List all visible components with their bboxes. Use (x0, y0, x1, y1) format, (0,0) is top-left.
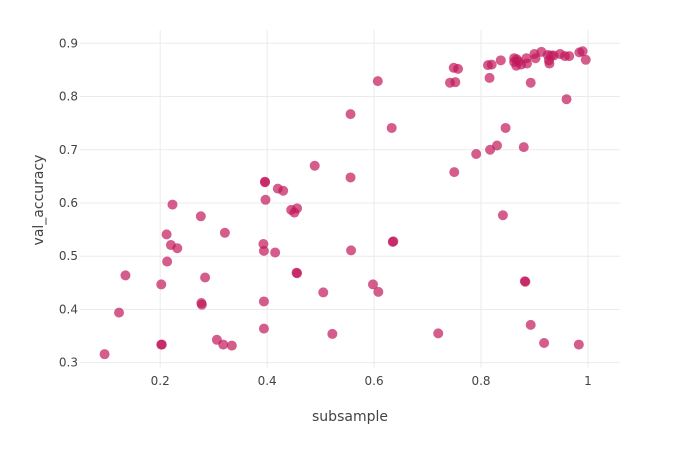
scatter-point (388, 236, 399, 247)
scatter-point (525, 319, 536, 330)
scatter-point (309, 160, 320, 171)
grid-lines (80, 30, 620, 368)
scatter-point (167, 199, 178, 210)
scatter-point (346, 245, 357, 256)
scatter-point (433, 328, 444, 339)
scatter-point (327, 328, 338, 339)
scatter-point (99, 349, 110, 360)
scatter-point (345, 172, 356, 183)
scatter-point (218, 339, 229, 350)
scatter-point (373, 286, 384, 297)
y-tick-label: 0.8 (59, 90, 78, 104)
scatter-point (200, 272, 211, 283)
data-points (99, 46, 591, 360)
scatter-point (120, 270, 131, 281)
scatter-point (367, 279, 378, 290)
scatter-point (521, 58, 532, 69)
scatter-point (372, 76, 383, 87)
scatter-point (530, 53, 541, 64)
scatter-point (226, 340, 237, 351)
scatter-point (258, 296, 269, 307)
scatter-point (486, 59, 497, 70)
x-tick-label: 0.6 (365, 374, 384, 388)
scatter-point (258, 323, 269, 334)
scatter-point (453, 63, 463, 74)
scatter-point (292, 203, 303, 214)
scatter-point (386, 122, 397, 133)
scatter-point (561, 94, 572, 105)
scatter-point (196, 299, 207, 310)
scatter-point (484, 72, 495, 83)
y-axis-title: val_accuracy (31, 155, 47, 246)
scatter-point (518, 142, 529, 153)
y-tick-label: 0.7 (59, 143, 78, 157)
scatter-point (520, 276, 531, 287)
y-tick-label: 0.5 (59, 249, 78, 263)
scatter-point (525, 77, 536, 88)
scatter-point (449, 167, 460, 178)
scatter-point (539, 337, 550, 348)
y-tick-label: 0.6 (59, 196, 78, 210)
scatter-point (278, 185, 289, 196)
scatter-point (450, 77, 461, 88)
scatter-point (195, 211, 206, 222)
x-tick-label: 0.2 (151, 374, 170, 388)
y-tick-labels: 0.3 0.4 0.5 0.6 0.7 0.8 0.9 (59, 36, 78, 369)
scatter-point (495, 55, 506, 66)
y-tick-label: 0.3 (59, 356, 78, 370)
scatter-point (270, 247, 281, 258)
scatter-point (292, 268, 303, 279)
scatter-point (497, 210, 508, 221)
scatter-point (577, 46, 588, 57)
scatter-point (258, 245, 269, 256)
x-tick-label: 0.4 (258, 374, 277, 388)
scatter-point (471, 149, 482, 160)
y-tick-label: 0.4 (59, 302, 78, 316)
x-tick-label: 1 (584, 374, 592, 388)
x-axis-title: subsample (312, 409, 388, 425)
scatter-point (544, 58, 555, 69)
scatter-point (162, 256, 173, 267)
scatter-point (345, 109, 356, 120)
scatter-point (318, 287, 329, 298)
scatter-point (161, 229, 172, 240)
scatter-point (259, 176, 270, 187)
scatter-point (492, 140, 503, 151)
scatter-point (564, 51, 575, 62)
scatter-point (580, 54, 591, 65)
x-tick-labels: 0.2 0.4 0.6 0.8 1 (151, 374, 592, 388)
scatter-point (219, 227, 230, 238)
scatter-point (172, 243, 183, 254)
scatter-point (260, 194, 271, 205)
scatter-point (573, 339, 584, 350)
y-tick-label: 0.9 (59, 36, 78, 50)
x-tick-label: 0.8 (471, 374, 490, 388)
scatter-point (156, 279, 167, 290)
scatter-point (114, 307, 125, 318)
scatter-point (500, 122, 511, 133)
scatter-point (156, 339, 167, 350)
